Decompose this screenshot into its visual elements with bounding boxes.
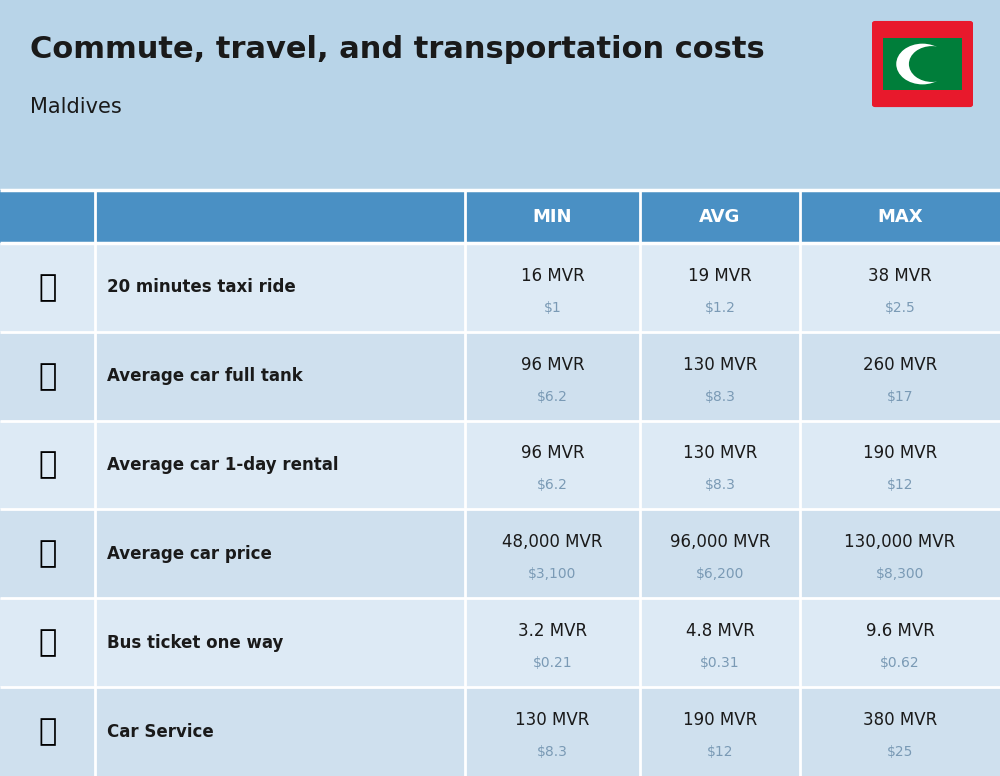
Text: $3,100: $3,100	[528, 567, 577, 581]
Text: 38 MVR: 38 MVR	[868, 267, 932, 285]
Text: Average car full tank: Average car full tank	[107, 367, 303, 385]
Text: 🔧: 🔧	[38, 717, 57, 746]
Text: 🚕: 🚕	[38, 273, 57, 302]
Text: AVG: AVG	[699, 207, 741, 226]
Text: 380 MVR: 380 MVR	[863, 711, 937, 729]
Text: Bus ticket one way: Bus ticket one way	[107, 634, 283, 652]
Text: Average car 1-day rental: Average car 1-day rental	[107, 456, 338, 474]
Text: ⛽: ⛽	[38, 362, 57, 390]
Text: $0.62: $0.62	[880, 656, 920, 670]
Text: Commute, travel, and transportation costs: Commute, travel, and transportation cost…	[30, 35, 765, 64]
Text: $12: $12	[707, 745, 733, 759]
Text: $6,200: $6,200	[696, 567, 744, 581]
Text: 130,000 MVR: 130,000 MVR	[844, 533, 956, 551]
Text: 48,000 MVR: 48,000 MVR	[502, 533, 603, 551]
Text: $0.21: $0.21	[533, 656, 572, 670]
Text: $1: $1	[544, 301, 561, 315]
Text: $12: $12	[887, 479, 913, 493]
FancyBboxPatch shape	[0, 509, 1000, 598]
FancyBboxPatch shape	[0, 243, 1000, 332]
Text: MAX: MAX	[877, 207, 923, 226]
Text: Maldives: Maldives	[30, 97, 122, 117]
Text: $6.2: $6.2	[537, 390, 568, 404]
Text: Car Service: Car Service	[107, 722, 214, 740]
FancyBboxPatch shape	[0, 331, 1000, 421]
Text: 🚙: 🚙	[38, 451, 57, 480]
Text: 190 MVR: 190 MVR	[863, 445, 937, 462]
Text: $8.3: $8.3	[705, 479, 735, 493]
Circle shape	[896, 43, 949, 85]
Text: 9.6 MVR: 9.6 MVR	[866, 622, 934, 640]
Text: Average car price: Average car price	[107, 545, 272, 563]
Text: $0.31: $0.31	[700, 656, 740, 670]
Text: $6.2: $6.2	[537, 479, 568, 493]
Text: 19 MVR: 19 MVR	[688, 267, 752, 285]
Circle shape	[909, 46, 955, 82]
Text: 🚗: 🚗	[38, 539, 57, 568]
Text: 3.2 MVR: 3.2 MVR	[518, 622, 587, 640]
Text: $8.3: $8.3	[537, 745, 568, 759]
Text: 260 MVR: 260 MVR	[863, 355, 937, 373]
Text: 96 MVR: 96 MVR	[521, 355, 584, 373]
Text: $1.2: $1.2	[705, 301, 735, 315]
Text: 20 minutes taxi ride: 20 minutes taxi ride	[107, 279, 296, 296]
FancyBboxPatch shape	[0, 688, 1000, 776]
Text: 96 MVR: 96 MVR	[521, 445, 584, 462]
Text: 🚌: 🚌	[38, 629, 57, 657]
Text: 96,000 MVR: 96,000 MVR	[670, 533, 770, 551]
Text: 130 MVR: 130 MVR	[683, 355, 757, 373]
Text: 130 MVR: 130 MVR	[683, 445, 757, 462]
Text: 16 MVR: 16 MVR	[521, 267, 584, 285]
Text: 4.8 MVR: 4.8 MVR	[686, 622, 754, 640]
Text: $8,300: $8,300	[876, 567, 924, 581]
Text: $8.3: $8.3	[705, 390, 735, 404]
FancyBboxPatch shape	[0, 421, 1000, 509]
FancyBboxPatch shape	[0, 190, 1000, 243]
Text: 130 MVR: 130 MVR	[515, 711, 590, 729]
Text: 190 MVR: 190 MVR	[683, 711, 757, 729]
Text: MIN: MIN	[533, 207, 572, 226]
FancyBboxPatch shape	[872, 21, 973, 107]
Text: $17: $17	[887, 390, 913, 404]
Text: $25: $25	[887, 745, 913, 759]
Text: $2.5: $2.5	[885, 301, 915, 315]
FancyBboxPatch shape	[0, 598, 1000, 688]
FancyBboxPatch shape	[883, 38, 962, 90]
